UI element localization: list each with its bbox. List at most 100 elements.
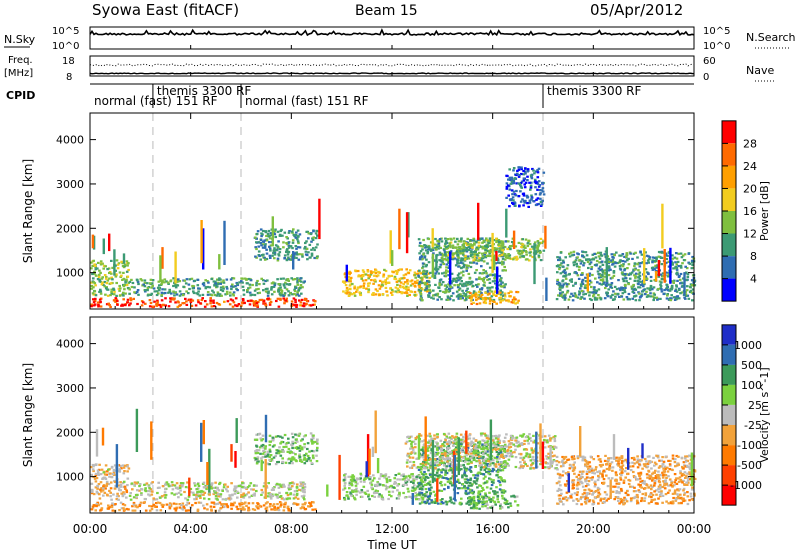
data-cell xyxy=(211,487,214,489)
data-cell xyxy=(405,484,408,486)
data-cell xyxy=(386,481,389,483)
data-cell xyxy=(127,478,130,480)
data-cell xyxy=(562,275,565,277)
data-cell xyxy=(497,471,500,473)
data-cell xyxy=(387,498,390,500)
data-cell xyxy=(476,480,479,482)
data-cell xyxy=(671,285,674,287)
data-cell xyxy=(202,505,205,507)
data-cell xyxy=(271,293,274,295)
data-cell xyxy=(207,294,210,296)
data-cell xyxy=(530,174,533,176)
data-cell xyxy=(486,245,489,247)
data-cell xyxy=(280,230,283,232)
data-cell xyxy=(217,493,220,495)
data-cell xyxy=(148,505,151,507)
data-cell xyxy=(386,294,389,296)
data-cell xyxy=(210,278,213,280)
data-cell xyxy=(492,462,495,464)
data-cell xyxy=(142,284,145,286)
data-cell xyxy=(465,490,468,492)
data-cell xyxy=(504,240,507,242)
data-cell xyxy=(572,285,575,287)
data-cell xyxy=(411,473,414,475)
data-cell xyxy=(500,283,503,285)
data-cell xyxy=(296,281,299,283)
data-cell xyxy=(465,294,468,296)
data-cell xyxy=(230,508,233,510)
data-cell xyxy=(149,282,152,284)
data-cell xyxy=(414,274,417,276)
data-cell xyxy=(460,277,463,279)
data-cell xyxy=(471,296,474,298)
data-cell xyxy=(514,205,517,207)
data-cell xyxy=(599,266,602,268)
data-cell xyxy=(218,510,221,512)
data-cell xyxy=(512,203,515,205)
data-cell xyxy=(467,492,470,494)
data-cell xyxy=(416,476,419,478)
data-cell xyxy=(526,258,529,260)
data-cell xyxy=(505,175,508,177)
colorbar-swatch xyxy=(722,121,736,144)
data-cell xyxy=(146,289,149,291)
data-cell xyxy=(410,481,413,483)
data-cell xyxy=(445,274,448,276)
data-cell xyxy=(126,491,129,493)
data-cell xyxy=(269,456,272,458)
data-cell xyxy=(656,299,659,301)
data-cell xyxy=(626,267,629,269)
nsky-tick-bottom: 10^0 xyxy=(52,41,79,52)
data-cell xyxy=(157,482,160,484)
data-cell xyxy=(518,183,521,185)
data-cell xyxy=(375,293,378,295)
data-cell xyxy=(472,302,475,304)
data-cell xyxy=(289,497,292,499)
data-cell xyxy=(109,495,112,497)
data-cell xyxy=(211,294,214,296)
data-cell xyxy=(495,238,498,240)
data-cell xyxy=(111,502,114,504)
data-cell xyxy=(166,504,169,506)
data-cell xyxy=(428,261,431,263)
data-cell xyxy=(565,278,568,280)
data-cell xyxy=(615,262,618,264)
data-cell xyxy=(419,488,422,490)
data-cell xyxy=(652,299,655,301)
data-cell xyxy=(453,237,456,239)
data-cell xyxy=(192,300,195,302)
data-cell xyxy=(584,287,587,289)
data-cell xyxy=(124,293,127,295)
data-cell xyxy=(661,263,664,265)
data-cell xyxy=(279,299,282,301)
data-cell xyxy=(444,238,447,240)
data-cell xyxy=(197,301,200,303)
data-cell xyxy=(349,280,352,282)
data-cell xyxy=(114,503,117,505)
data-cell xyxy=(126,301,129,303)
data-cell xyxy=(270,286,273,288)
data-cell xyxy=(185,486,188,488)
data-cell xyxy=(130,279,133,281)
data-cell xyxy=(296,291,299,293)
nsearch-tick-bottom: 10^0 xyxy=(703,41,730,52)
data-cell xyxy=(123,278,126,280)
data-cell xyxy=(632,291,635,293)
data-cell xyxy=(455,264,458,266)
data-cell xyxy=(444,474,447,476)
data-cell xyxy=(489,255,492,257)
data-cell xyxy=(269,255,272,257)
data-cell xyxy=(468,257,471,259)
data-cell xyxy=(167,282,170,284)
data-cell xyxy=(447,486,450,488)
data-streak xyxy=(346,265,348,282)
data-cell xyxy=(123,472,126,474)
data-cell xyxy=(185,510,188,512)
data-cell xyxy=(280,278,283,280)
data-cell xyxy=(285,236,288,238)
data-cell xyxy=(566,291,569,293)
data-cell xyxy=(307,442,310,444)
data-cell xyxy=(633,265,636,267)
data-cell xyxy=(250,300,253,302)
data-cell xyxy=(209,297,212,299)
